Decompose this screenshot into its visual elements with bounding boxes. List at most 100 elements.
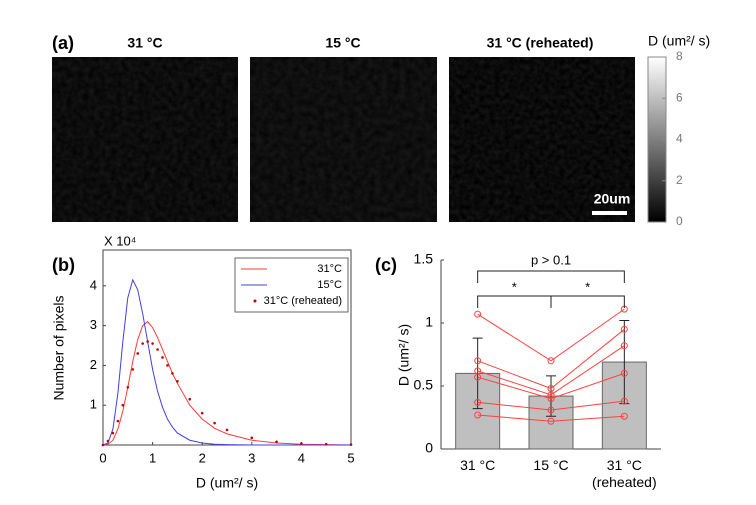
subject-point <box>547 395 555 403</box>
subject-line <box>477 328 625 390</box>
y-tick-label: 1 <box>425 314 433 330</box>
x-tick-label: 31 °C (reheated) <box>592 457 657 490</box>
data-point <box>151 342 154 345</box>
scalebar <box>592 211 627 215</box>
legend-swatch <box>253 299 257 303</box>
data-point <box>156 348 159 351</box>
data-point <box>213 421 216 425</box>
colorbar-tick-label: 8 <box>676 49 683 63</box>
subject-line <box>477 372 625 400</box>
subject-point <box>474 357 482 365</box>
line <box>102 278 351 446</box>
data-point <box>161 356 164 359</box>
y-tick-label: 1.5 <box>414 251 434 267</box>
image-title: 31 °C <box>127 35 162 51</box>
y-tick-label: 0 <box>425 440 433 456</box>
image-title: 15 °C <box>325 35 360 51</box>
significance-bracket <box>550 295 625 308</box>
subject-point <box>620 325 628 333</box>
subject-line <box>477 345 625 396</box>
x-tick-label: 3 <box>248 450 255 465</box>
data-point <box>166 364 169 367</box>
x-tick-label: 15 °C <box>533 457 569 473</box>
data-point <box>188 397 192 401</box>
x-tick-label: 4 <box>298 450 305 465</box>
data-point <box>349 443 353 446</box>
data-point <box>300 442 303 445</box>
significance-label: * <box>512 279 517 294</box>
subject-line <box>477 308 625 362</box>
legend-label: 15°C <box>317 279 342 291</box>
data-point <box>126 385 130 389</box>
data-point <box>275 440 278 444</box>
subject-point <box>620 412 628 420</box>
legend-label: 31°C <box>317 263 342 275</box>
data-point <box>176 380 179 383</box>
subject-point <box>547 417 555 425</box>
data-point <box>121 403 125 407</box>
colorbar-tick-label: 2 <box>676 173 683 187</box>
data-point <box>250 436 254 440</box>
significance-label: p > 0.1 <box>531 252 571 267</box>
significance-bracket <box>477 270 625 283</box>
significance-bracket <box>477 295 552 308</box>
bar <box>528 395 574 450</box>
panel-label: (c) <box>375 255 397 275</box>
y-tick-label: 4 <box>90 277 97 292</box>
image <box>250 57 437 222</box>
line <box>102 320 352 446</box>
significance-label: * <box>585 279 590 294</box>
data-point <box>131 368 135 371</box>
data-point <box>106 439 110 443</box>
y-tick-label: 3 <box>90 317 97 332</box>
colorbar-tick-label: 0 <box>676 214 683 228</box>
y-tick-label: 0.5 <box>414 377 434 393</box>
y-tick-label: 2 <box>90 357 97 372</box>
subject-point <box>547 406 555 414</box>
data-point <box>116 419 120 423</box>
data-point <box>141 342 144 345</box>
data-point <box>200 411 204 415</box>
subject-point <box>620 369 628 377</box>
subject-point <box>620 397 628 405</box>
x-tick-label: 2 <box>199 450 206 465</box>
subject-line <box>477 414 625 422</box>
y-axis-label: D (um²/ s) <box>396 324 412 386</box>
subject-point <box>474 411 482 419</box>
subject-point <box>474 310 482 318</box>
colorbar-tick-label: 4 <box>676 132 683 146</box>
y-scale-label: X 10⁴ <box>104 233 136 248</box>
colorbar-label: D (um²/ s) <box>648 33 710 49</box>
x-tick-label: 5 <box>347 450 354 465</box>
y-tick-label: 1 <box>90 397 97 412</box>
subject-point <box>547 357 555 365</box>
data-point <box>111 431 115 435</box>
x-tick-label: 1 <box>149 450 156 465</box>
image <box>52 57 238 222</box>
y-axis-label: Number of pixels <box>51 295 67 400</box>
data-point <box>171 372 174 375</box>
x-axis-label: D (um²/ s) <box>196 475 258 491</box>
data-point <box>324 442 328 446</box>
panel-label: (b) <box>52 255 75 275</box>
subject-point <box>474 398 482 406</box>
legend-label: 31°C (reheated) <box>264 295 342 307</box>
data-point <box>146 340 149 343</box>
colorbar-tick-label: 6 <box>676 90 683 104</box>
panel-label: (a) <box>52 33 74 53</box>
subject-point <box>474 373 482 381</box>
data-point <box>101 443 105 447</box>
x-tick-label: 0 <box>99 450 106 465</box>
x-tick-label: 31 °C <box>460 457 496 473</box>
subject-point <box>547 391 555 399</box>
image <box>449 57 635 222</box>
image-title: 31 °C (reheated) <box>487 35 594 51</box>
subject-line <box>477 400 625 411</box>
images <box>52 56 667 223</box>
data-point <box>225 428 229 432</box>
data-point <box>136 352 140 355</box>
scalebar-label: 20um <box>594 191 631 207</box>
subject-point <box>620 342 628 350</box>
